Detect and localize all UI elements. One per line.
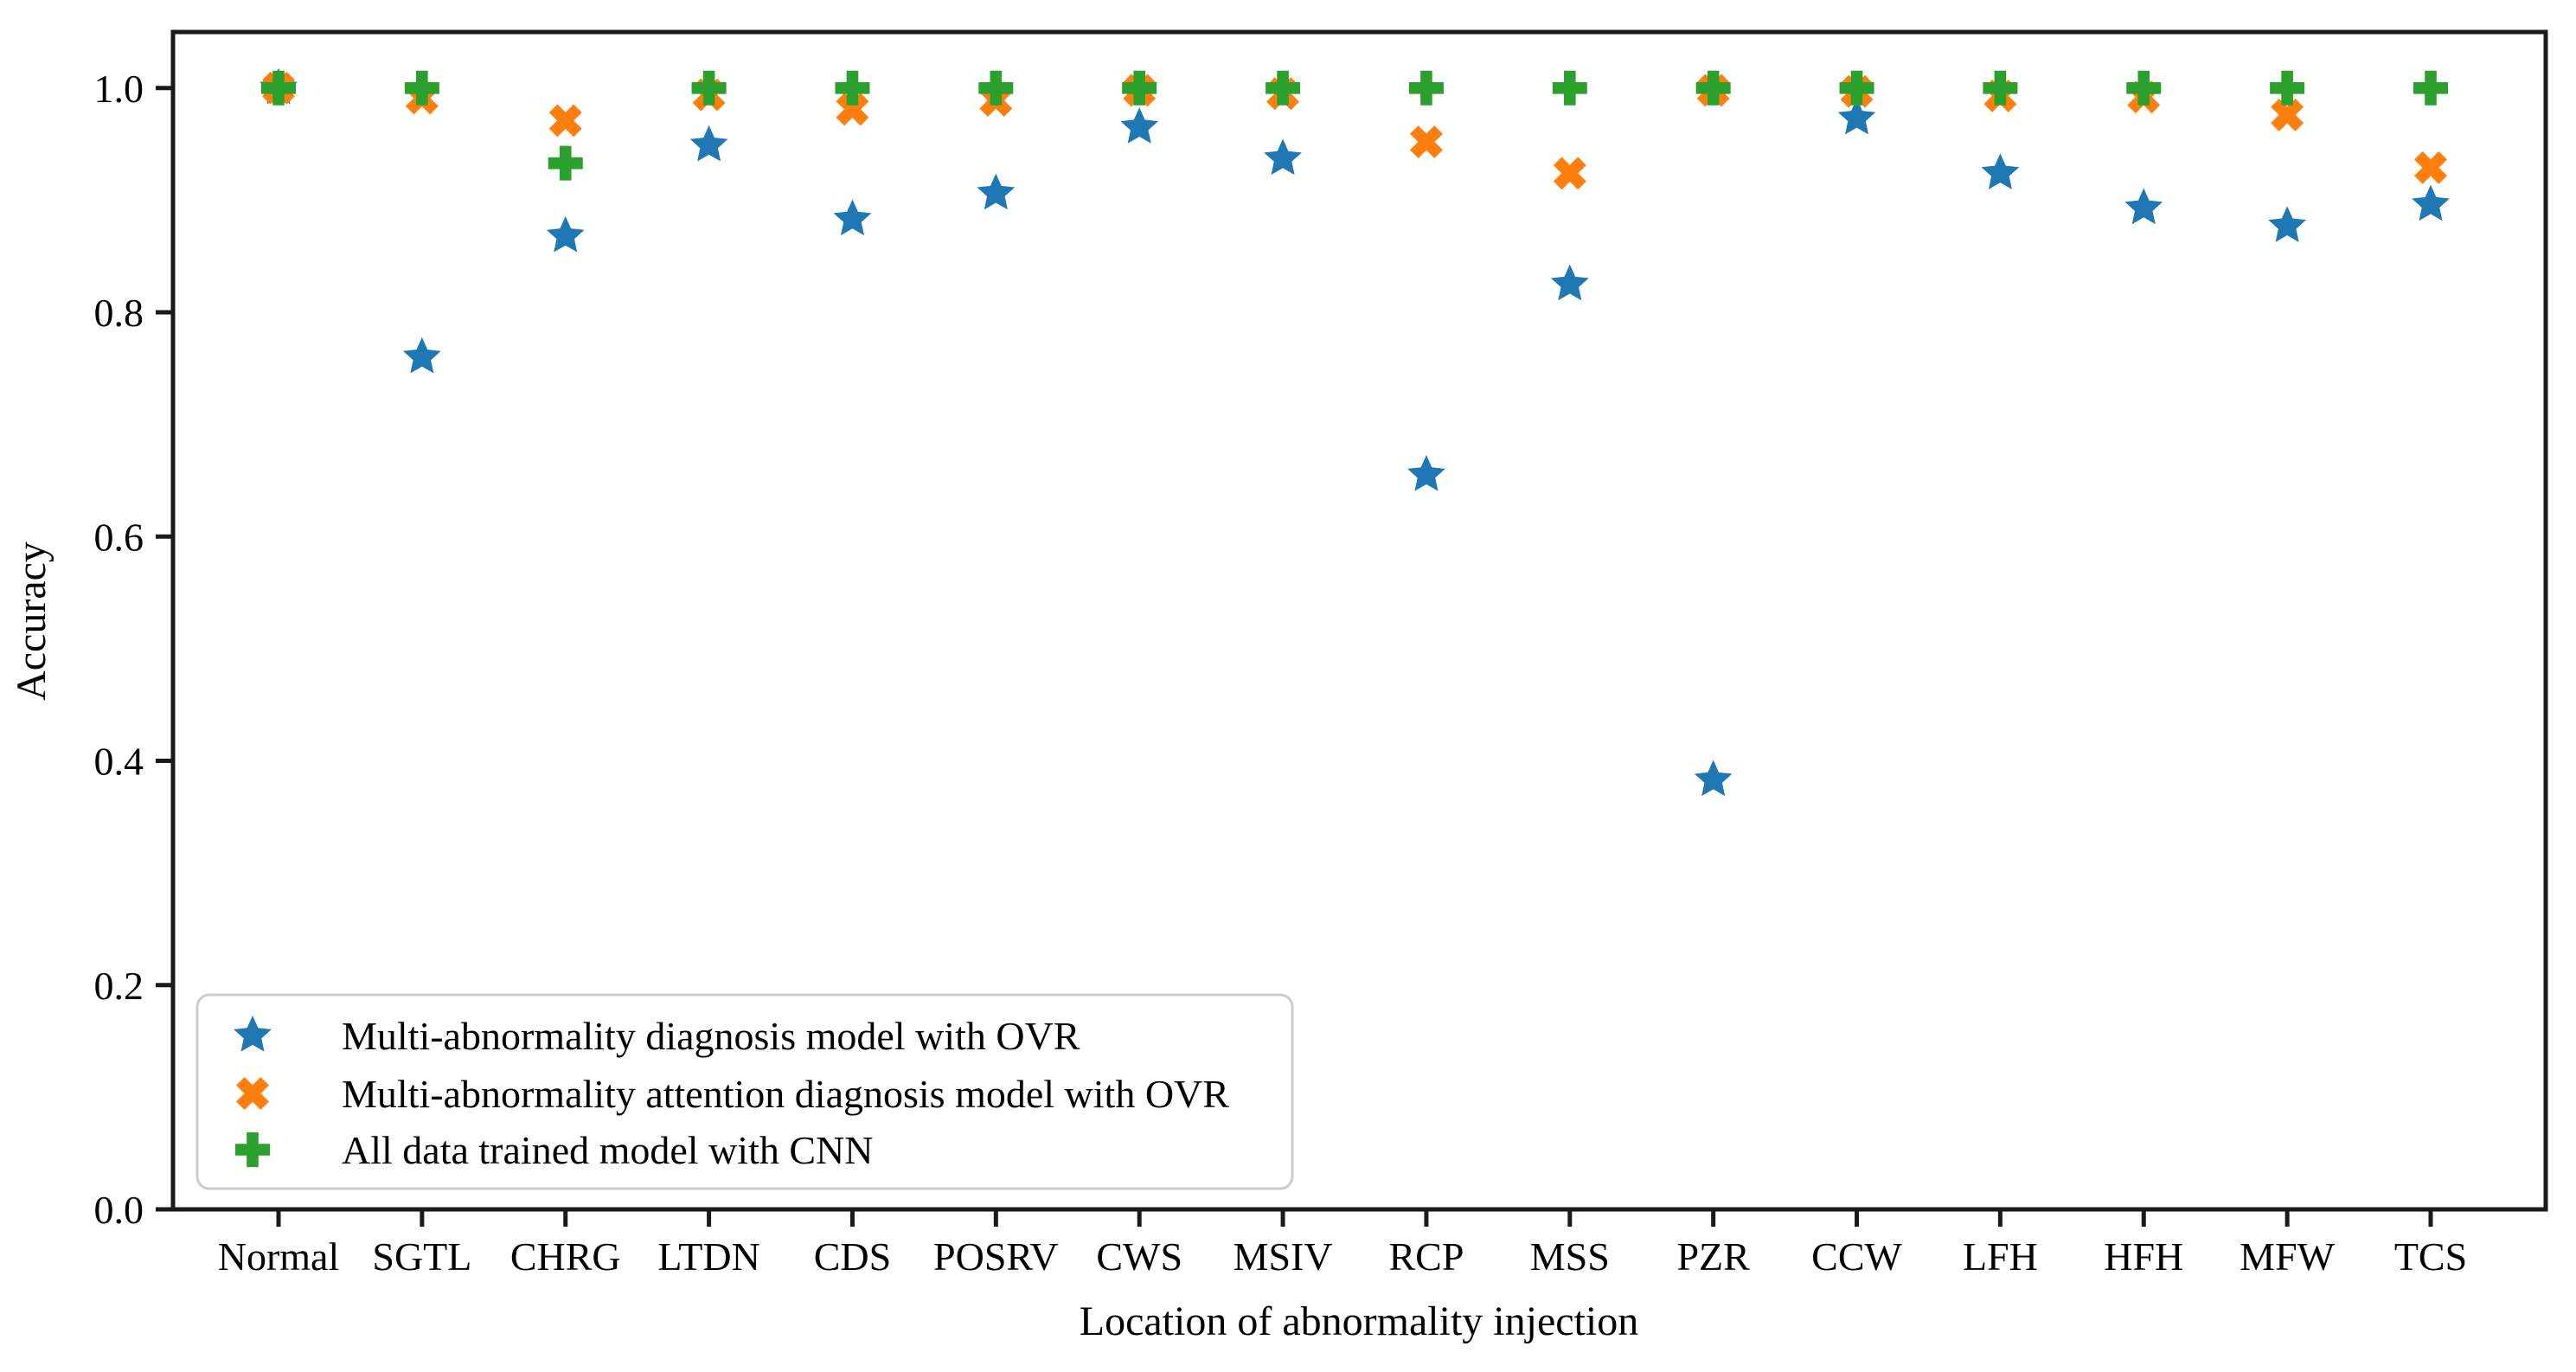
legend-marker-star (234, 1016, 272, 1052)
data-point-CWS-plus-filled (1122, 70, 1157, 106)
data-point-MSIV-star (1264, 138, 1302, 176)
data-point-HFH-plus-filled (2126, 70, 2162, 106)
data-point-SGTL-star (402, 337, 441, 374)
data-point-CDS-plus-filled (835, 70, 870, 106)
data-point-CHRG-plus-filled (548, 145, 583, 181)
axis-ticks: 0.0 0.2 0.4 0.6 0.8 1.0 Normal SGTL CHRG LTDN CDS P… (94, 67, 2468, 1279)
data-point-PZR-star (1694, 760, 1733, 797)
legend-label-series-2: Multi-abnormality attention diagnosis mo… (342, 1072, 1229, 1116)
data-point-CCW-plus-filled (1839, 70, 1874, 106)
x-tick-label: LTDN (657, 1234, 759, 1279)
data-point-HFH-star (2124, 188, 2163, 225)
data-point-POSRV-star (977, 173, 1016, 210)
y-tick-label: 0.8 (94, 291, 144, 335)
x-tick-label: MSIV (1234, 1234, 1333, 1279)
legend-label-series-1: Multi-abnormality diagnosis model with O… (342, 1014, 1080, 1058)
legend-marker-plus-filled (235, 1132, 270, 1167)
data-point-MFW-star (2268, 206, 2307, 242)
x-tick-label: RCP (1388, 1234, 1464, 1279)
y-tick-label: 0.2 (94, 964, 144, 1008)
data-point-PZR-plus-filled (1695, 70, 1731, 106)
data-point-CHRG-x-filled (548, 104, 582, 138)
data-point-TCS-x-filled (2414, 151, 2447, 184)
data-point-POSRV-plus-filled (978, 70, 1014, 106)
y-tick-label: 0.0 (94, 1188, 144, 1232)
plot-border (170, 29, 2548, 1212)
data-point-MSS-x-filled (1553, 157, 1586, 190)
data-point-SGTL-plus-filled (404, 70, 439, 106)
data-point-CWS-star (1120, 107, 1159, 144)
data-point-MSIV-plus-filled (1266, 70, 1301, 106)
data-point-Normal-plus-filled (261, 70, 296, 106)
x-tick-label: CHRG (510, 1234, 621, 1279)
legend-box (195, 993, 1294, 1190)
data-point-CCW-star (1837, 98, 1876, 135)
data-point-MSS-star (1550, 264, 1589, 301)
y-tick-label: 1.0 (94, 67, 144, 111)
data-point-CDS-x-filled (836, 93, 869, 126)
x-tick-label: Normal (218, 1234, 340, 1279)
data-point-MFW-plus-filled (2270, 70, 2305, 106)
legend-marker-x-filled (236, 1077, 269, 1110)
y-tick-label: 0.4 (94, 740, 144, 784)
x-tick-label: TCS (2394, 1234, 2467, 1279)
data-point-LFH-plus-filled (1983, 70, 2018, 106)
legend-markers (234, 1016, 272, 1167)
data-points (260, 67, 2450, 797)
legend: Multi-abnormality diagnosis model with O… (195, 993, 1294, 1190)
x-tick-label: CCW (1811, 1234, 1902, 1279)
data-point-RCP-plus-filled (1408, 70, 1444, 106)
data-point-LTDN-star (689, 125, 728, 162)
data-point-LTDN-plus-filled (691, 70, 727, 106)
data-point-MSS-plus-filled (1552, 70, 1587, 106)
data-point-TCS-plus-filled (2413, 70, 2448, 106)
x-tick-label: SGTL (372, 1234, 471, 1279)
x-tick-label: PZR (1676, 1234, 1750, 1279)
x-tick-label: HFH (2104, 1234, 2183, 1279)
x-tick-label: CDS (814, 1234, 891, 1279)
data-point-CHRG-star (546, 215, 585, 253)
data-point-CDS-star (833, 199, 872, 236)
data-point-MFW-x-filled (2271, 98, 2304, 131)
legend-label-series-3: All data trained model with CNN (342, 1128, 874, 1172)
x-tick-label: POSRV (933, 1234, 1059, 1279)
x-tick-label: CWS (1096, 1234, 1182, 1279)
x-tick-label: LFH (1963, 1234, 2038, 1279)
y-tick-label: 0.6 (94, 515, 144, 559)
y-axis-title: Accuracy (9, 542, 54, 701)
data-point-RCP-star (1407, 454, 1445, 491)
data-point-RCP-x-filled (1409, 125, 1443, 158)
x-axis-title: Location of abnormality injection (1080, 1298, 1638, 1344)
data-point-LFH-star (1981, 153, 2020, 189)
x-tick-label: MFW (2240, 1234, 2335, 1279)
data-point-TCS-star (2412, 184, 2450, 221)
x-tick-label: MSS (1530, 1234, 1610, 1279)
